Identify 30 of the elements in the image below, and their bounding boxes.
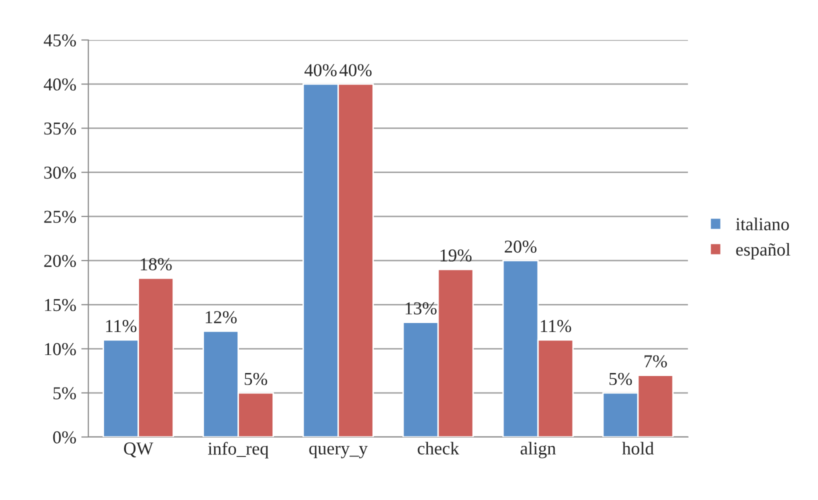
data-label: 40% bbox=[304, 64, 337, 76]
legend-label: español bbox=[736, 243, 790, 260]
y-tick-label: 45% bbox=[44, 34, 76, 46]
y-tick-label: 10% bbox=[45, 343, 76, 356]
y-tick-label: 5% bbox=[54, 387, 76, 400]
data-label: 18% bbox=[140, 258, 172, 270]
x-tick-label: check bbox=[418, 442, 460, 455]
x-tick-label: query_y bbox=[309, 446, 368, 458]
data-label: 19% bbox=[440, 249, 472, 262]
x-tick-label: QW bbox=[124, 442, 154, 458]
y-tick-label: 25% bbox=[44, 210, 76, 223]
x-tick-label: align bbox=[520, 442, 556, 458]
data-label: 11% bbox=[106, 320, 136, 332]
data-label: 5% bbox=[610, 372, 632, 386]
data-label: 12% bbox=[206, 311, 237, 324]
data-label: 11% bbox=[540, 320, 572, 332]
data-label: 5% bbox=[244, 372, 268, 386]
data-label: 40% bbox=[339, 64, 372, 76]
data-label: 20% bbox=[504, 240, 536, 253]
y-tick-label: 40% bbox=[44, 78, 76, 91]
data-label: 7% bbox=[644, 355, 667, 368]
data-label: 13% bbox=[406, 302, 437, 315]
y-tick-label: 20% bbox=[44, 254, 76, 268]
y-tick-label: 30% bbox=[44, 166, 76, 179]
y-tick-label: 15% bbox=[45, 298, 76, 312]
x-tick-label: info_req bbox=[208, 442, 268, 458]
legend-label: italiano bbox=[736, 218, 789, 230]
x-tick-label: hold bbox=[622, 442, 654, 455]
y-tick-label: 0% bbox=[53, 431, 76, 444]
y-tick-label: 35% bbox=[44, 122, 76, 135]
